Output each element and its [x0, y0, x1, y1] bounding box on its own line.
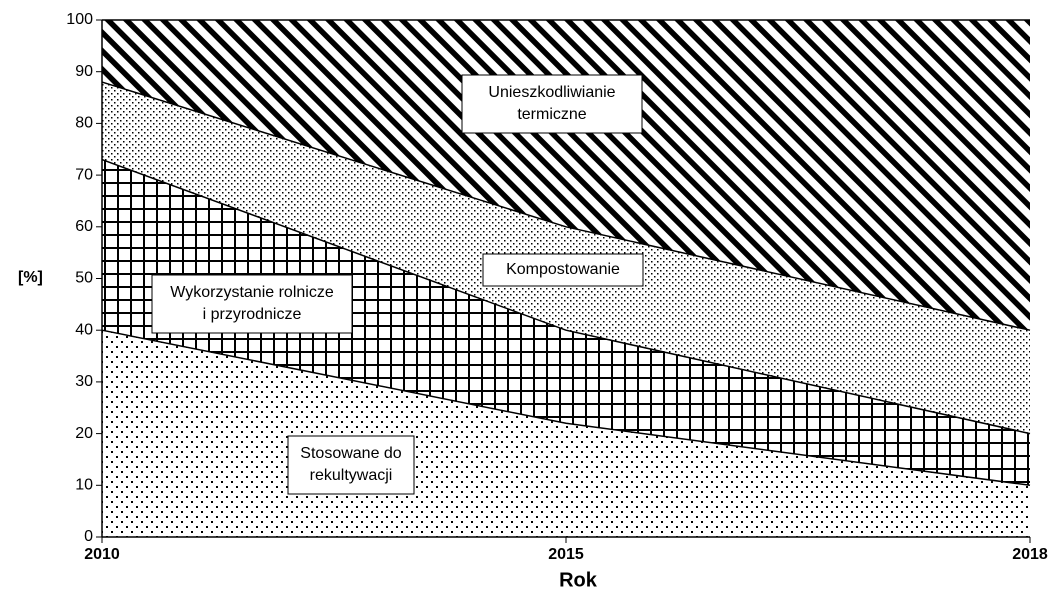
y-tick-label: 70	[75, 166, 93, 183]
y-tick-label: 20	[75, 425, 93, 442]
x-tick-label: 2010	[84, 546, 120, 563]
area-boundary	[101, 158, 1031, 435]
x-axis-label: Rok	[559, 569, 598, 591]
y-tick-label: 90	[75, 63, 93, 80]
y-tick-label: 40	[75, 321, 93, 338]
label-box	[287, 435, 415, 495]
series-label: Unieszkodliwianie termiczne	[488, 84, 615, 123]
y-tick-label: 10	[75, 477, 93, 494]
area	[102, 159, 1030, 486]
area-boundary	[101, 81, 1031, 331]
y-tick-label: 60	[75, 218, 93, 235]
series-label: Kompostowanie	[506, 261, 620, 278]
x-tick-label: 2018	[1012, 546, 1048, 563]
series-label: Wykorzystanie rolnicze i przyrodnicze	[170, 284, 334, 323]
label-box	[151, 274, 353, 334]
label-box	[482, 253, 644, 287]
y-tick-label: 100	[66, 11, 93, 28]
y-tick-label: 0	[84, 528, 93, 545]
x-tick-label: 2015	[548, 546, 584, 563]
y-tick-label: 30	[75, 373, 93, 390]
y-axis-label: [%]	[18, 269, 43, 286]
y-tick-label: 80	[75, 115, 93, 132]
y-tick-label: 50	[75, 270, 93, 287]
label-box	[461, 74, 643, 134]
area-boundary	[101, 329, 1031, 487]
series-label: Stosowane do rekultywacji	[300, 445, 402, 484]
area	[102, 20, 1030, 331]
